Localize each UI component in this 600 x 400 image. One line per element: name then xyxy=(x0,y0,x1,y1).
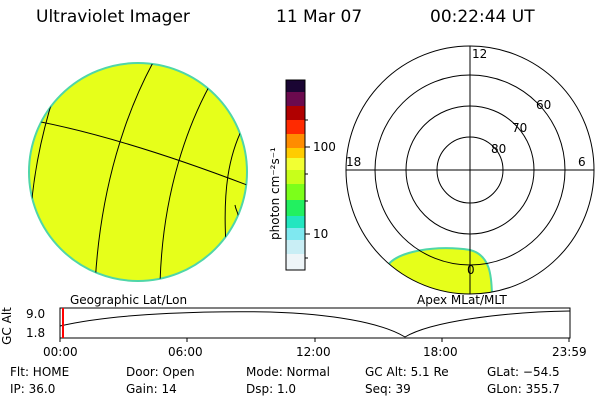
x-tick-2359: 23:59 xyxy=(552,345,587,359)
date-label: 11 Mar 07 xyxy=(276,7,363,27)
geographic-image xyxy=(28,62,248,282)
info-ip: IP: 36.0 xyxy=(10,382,56,396)
polar-plot xyxy=(345,45,595,295)
lat-label-60: 60 xyxy=(536,98,552,112)
altitude-ylabel: GC Alt xyxy=(0,307,14,345)
x-tick-0600: 06:00 xyxy=(168,345,203,359)
x-tick-0000: 00:00 xyxy=(43,345,78,359)
mlt-label-6: 6 xyxy=(578,155,586,169)
info-seq: Seq: 39 xyxy=(365,382,411,396)
geographic-label: Geographic Lat/Lon xyxy=(70,293,188,307)
info-dsp: Dsp: 1.0 xyxy=(246,382,297,396)
lat-label-80: 80 xyxy=(491,142,507,156)
altitude-curve xyxy=(59,310,571,338)
info-flt: Flt: HOME xyxy=(10,365,70,379)
x-tick-1200: 12:00 xyxy=(296,345,331,359)
info-gain: Gain: 14 xyxy=(126,382,177,396)
longitude-line xyxy=(94,63,161,281)
info-gc-alt: GC Alt: 5.1 Re xyxy=(365,365,449,379)
altitude-plot-frame xyxy=(59,307,571,339)
colorbar-tick-100: 100 xyxy=(313,140,336,154)
colorbar-unit-label: photon cm⁻²s⁻¹ xyxy=(268,147,282,240)
altitude-plot xyxy=(59,307,571,342)
x-tick-1800: 18:00 xyxy=(423,345,458,359)
info-door: Door: Open xyxy=(126,365,195,379)
info-glon: GLon: 355.7 xyxy=(487,382,560,396)
apex-label: Apex MLat/MLT xyxy=(417,293,507,307)
instrument-title: Ultraviolet Imager xyxy=(36,7,190,27)
lat-label-70: 70 xyxy=(512,121,528,135)
info-mode: Mode: Normal xyxy=(246,365,330,379)
latitude-line xyxy=(29,117,247,191)
earth-disk xyxy=(28,62,248,282)
info-glat: GLat: −54.5 xyxy=(487,365,560,379)
colorbar xyxy=(285,79,310,271)
colorbar-tick-10: 10 xyxy=(313,227,329,241)
mlt-label-12: 12 xyxy=(472,47,488,61)
mlt-label-18: 18 xyxy=(346,155,362,169)
altitude-ymin: 1.8 xyxy=(26,326,46,340)
time-label: 00:22:44 UT xyxy=(430,7,535,27)
altitude-ymax: 9.0 xyxy=(26,307,46,321)
mlt-label-0: 0 xyxy=(467,263,475,277)
